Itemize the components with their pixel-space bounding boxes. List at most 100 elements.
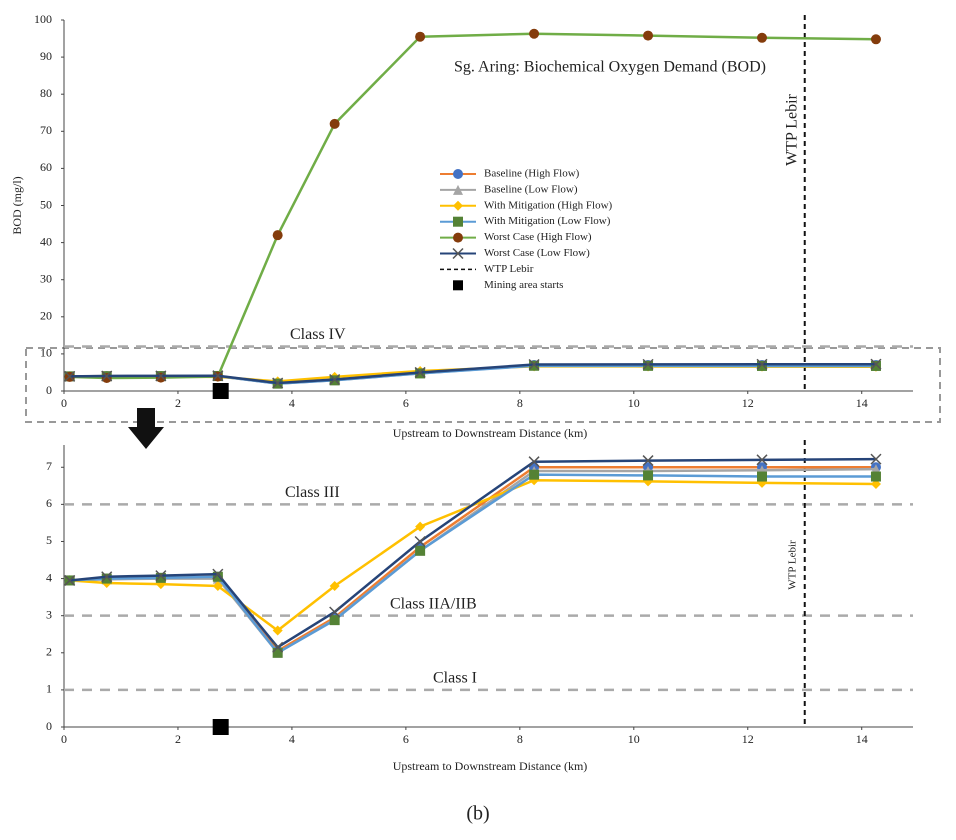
- series-line: [69, 457, 876, 649]
- legend-label: With Mitigation (Low Flow): [484, 215, 611, 227]
- y-tick-label: 2: [46, 645, 52, 659]
- y-tick-label: 50: [40, 197, 52, 211]
- point: [64, 574, 76, 586]
- point: [329, 606, 341, 618]
- y-tick-label: 80: [40, 86, 52, 100]
- point: [870, 471, 881, 482]
- point: [414, 535, 426, 548]
- point: [529, 469, 540, 480]
- y-tick-label: 90: [40, 49, 52, 63]
- point: [329, 581, 340, 591]
- x-tick-label: 6: [403, 396, 409, 410]
- legend-label: Worst Case (Low Flow): [484, 247, 590, 259]
- y-tick-label: 30: [40, 271, 52, 285]
- x-axis-label: Upstream to Downstream Distance (km): [393, 759, 588, 773]
- y-tick-label: 0: [46, 719, 52, 733]
- point: [414, 366, 426, 378]
- point: [212, 581, 223, 591]
- point: [272, 230, 283, 241]
- point: [756, 454, 768, 466]
- point: [329, 615, 340, 626]
- y-tick-label: 40: [40, 234, 52, 248]
- point: [101, 571, 113, 583]
- x-tick-label: 4: [289, 396, 295, 410]
- caption: (b): [466, 803, 489, 825]
- x-tick-label: 8: [517, 732, 523, 746]
- point: [529, 28, 540, 39]
- legend-label: Mining area starts: [484, 279, 563, 291]
- x-tick-label: 8: [517, 396, 523, 410]
- x-tick-label: 10: [628, 732, 640, 746]
- point: [870, 453, 882, 465]
- point: [64, 370, 76, 382]
- point: [329, 118, 340, 129]
- point: [272, 625, 283, 636]
- class-label: Class III: [285, 484, 340, 501]
- y-tick-label: 1: [46, 682, 52, 696]
- y-tick-label: 0: [46, 383, 52, 397]
- class-label: Class I: [433, 670, 477, 687]
- x-tick-label: 2: [175, 732, 181, 746]
- x-tick-label: 10: [628, 396, 640, 410]
- point: [643, 30, 654, 41]
- y-tick-label: 10: [40, 346, 52, 360]
- y-tick-label: 70: [40, 123, 52, 137]
- y-axis-label: BOD (mg/l): [10, 176, 24, 234]
- chart-title: Sg. Aring: Biochemical Oxygen Demand (BO…: [454, 59, 766, 76]
- legend-marker: [453, 200, 463, 211]
- y-tick-label: 20: [40, 309, 52, 323]
- point: [870, 360, 881, 371]
- x-tick-label: 0: [61, 732, 67, 746]
- point: [756, 358, 768, 370]
- point: [757, 360, 768, 371]
- class-label: Class IV: [290, 326, 346, 343]
- mining-marker: [212, 383, 229, 399]
- x-tick-label: 0: [61, 396, 67, 410]
- x-tick-label: 12: [742, 732, 754, 746]
- y-tick-label: 4: [46, 570, 52, 584]
- series-line: [69, 466, 876, 653]
- point: [212, 571, 223, 582]
- legend-marker: [452, 247, 464, 260]
- y-tick-label: 7: [46, 459, 52, 473]
- point: [212, 568, 224, 580]
- point: [642, 358, 654, 370]
- x-axis-label: Upstream to Downstream Distance (km): [393, 426, 588, 440]
- class-label: Class IIA/IIB: [390, 595, 477, 612]
- y-tick-label: 5: [46, 533, 52, 547]
- y-tick-label: 6: [46, 496, 52, 510]
- point: [415, 545, 426, 556]
- legend-marker: [453, 232, 463, 243]
- zoom-box: [25, 347, 941, 423]
- x-tick-label: 14: [856, 396, 868, 410]
- wtp-label: WTP Lebir: [786, 540, 798, 590]
- legend-marker: [453, 216, 463, 227]
- x-tick-label: 4: [289, 732, 295, 746]
- point: [528, 456, 540, 468]
- point: [642, 455, 654, 467]
- point: [272, 647, 283, 658]
- wtp-label: WTP Lebir: [783, 93, 800, 166]
- legend-label: Baseline (High Flow): [484, 168, 580, 180]
- y-tick-label: 60: [40, 160, 52, 174]
- x-tick-label: 2: [175, 396, 181, 410]
- y-tick-label: 100: [34, 12, 52, 26]
- zoom-arrow: [128, 408, 164, 449]
- point: [155, 572, 166, 583]
- legend-label: WTP Lebir: [484, 263, 534, 275]
- point: [643, 470, 654, 481]
- point: [757, 471, 768, 482]
- y-tick-label: 3: [46, 607, 52, 621]
- legend-label: Baseline (Low Flow): [484, 183, 578, 195]
- mining-marker: [212, 719, 229, 735]
- point: [757, 32, 768, 43]
- point: [155, 370, 167, 382]
- legend-marker: [453, 280, 463, 291]
- point: [155, 570, 167, 582]
- legend-label: With Mitigation (High Flow): [484, 199, 613, 211]
- point: [415, 31, 426, 42]
- series-line: [69, 473, 876, 655]
- point: [529, 360, 540, 371]
- legend-marker: [453, 169, 463, 179]
